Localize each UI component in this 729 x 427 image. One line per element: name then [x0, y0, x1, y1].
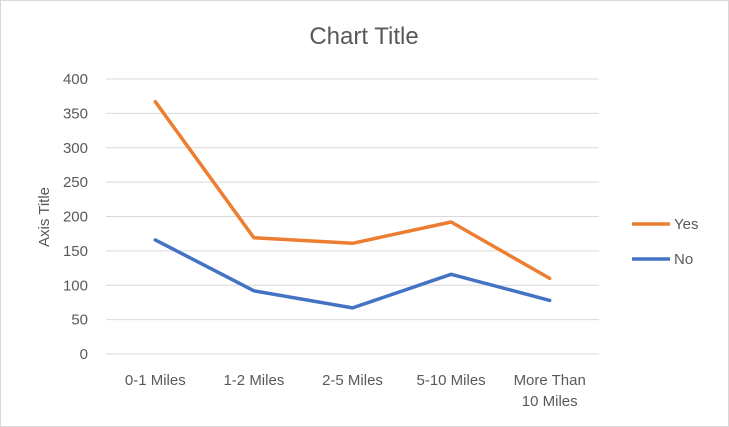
x-tick-label: 2-5 Miles — [322, 372, 383, 389]
series-lines — [153, 99, 552, 310]
y-tick-label: 350 — [63, 105, 88, 122]
gridlines — [106, 78, 599, 355]
y-tick-label: 150 — [63, 243, 88, 260]
y-tick-label: 200 — [63, 209, 88, 226]
y-tick-label: 400 — [63, 71, 88, 88]
y-axis-title: Axis Title — [36, 187, 53, 247]
x-tick-label: More Than 10 Miles — [514, 372, 586, 410]
y-tick-label: 0 — [80, 346, 88, 363]
y-tick-labels: 0 50 100 150 200 250 300 350 400 — [63, 71, 88, 363]
legend: Yes No — [632, 216, 698, 268]
legend-label-no: No — [674, 251, 693, 268]
y-tick-label: 250 — [63, 174, 88, 191]
legend-label-yes: Yes — [674, 216, 698, 233]
y-tick-label: 100 — [63, 277, 88, 294]
x-tick-label: 0-1 Miles — [125, 372, 186, 389]
x-tick-label: 5-10 Miles — [416, 372, 485, 389]
x-tick-labels: 0-1 Miles 1-2 Miles 2-5 Miles 5-10 Miles Mor… — [125, 372, 586, 410]
y-tick-label: 300 — [63, 140, 88, 157]
series-line-yes — [153, 99, 552, 281]
x-tick-label: 1-2 Miles — [223, 372, 284, 389]
chart-title: Chart Title — [309, 23, 418, 50]
series-line-no — [153, 238, 552, 310]
y-tick-label: 50 — [71, 312, 88, 329]
